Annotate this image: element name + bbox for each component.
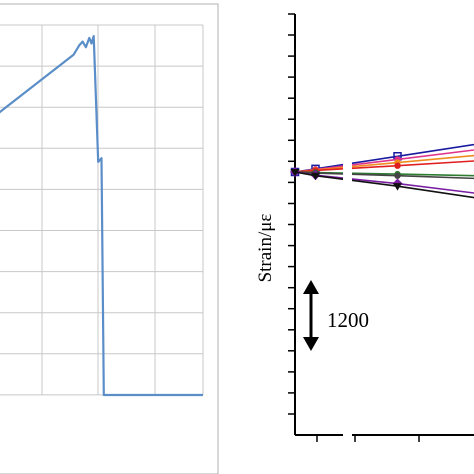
scale-bar bbox=[303, 280, 319, 351]
left-series-group bbox=[0, 34, 203, 397]
right-point-marker bbox=[394, 172, 401, 179]
right-ticks bbox=[288, 13, 420, 442]
right-point-marker bbox=[311, 172, 320, 181]
right-series-line bbox=[294, 143, 474, 173]
right-series-line bbox=[294, 171, 474, 180]
scale-bar-label: 1200 bbox=[327, 308, 369, 332]
scale-bar-up-arrow bbox=[303, 280, 319, 294]
scale-bar-down-arrow bbox=[303, 337, 319, 351]
right-series-line bbox=[294, 160, 474, 173]
right-series-line bbox=[294, 171, 474, 199]
right-series bbox=[290, 169, 474, 199]
left-chart-frame bbox=[0, 3, 219, 474]
right-point-marker bbox=[394, 162, 401, 169]
left-series-line bbox=[0, 34, 203, 397]
right-axes bbox=[294, 14, 474, 442]
series-break-mask bbox=[343, 150, 352, 184]
right-point-marker bbox=[290, 169, 300, 177]
right-y-axis-label: Strain/με bbox=[255, 214, 276, 283]
right-series-group bbox=[290, 143, 474, 199]
x-axis-break bbox=[343, 428, 352, 442]
right-series-line bbox=[294, 149, 474, 173]
right-point-marker bbox=[393, 183, 402, 191]
